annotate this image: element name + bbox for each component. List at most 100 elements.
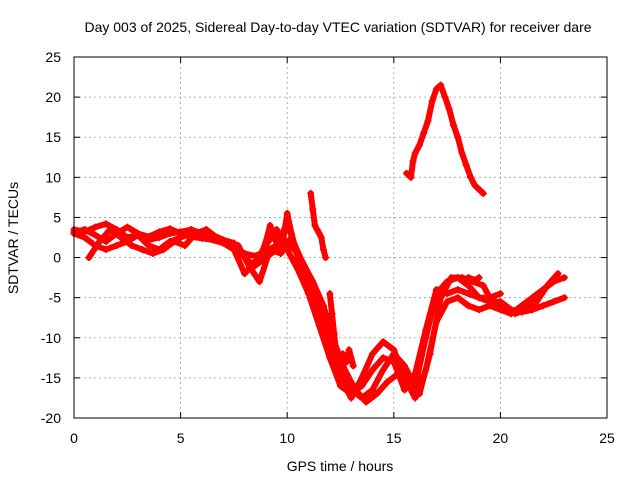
data-point — [192, 229, 200, 237]
data-point — [96, 238, 104, 246]
data-point — [275, 246, 283, 254]
data-point — [432, 286, 440, 294]
data-point — [202, 225, 210, 233]
data-point — [330, 330, 338, 338]
data-series — [70, 81, 568, 406]
data-point — [294, 266, 302, 274]
data-point — [134, 229, 142, 237]
data-point — [475, 306, 483, 314]
data-point — [368, 386, 376, 394]
y-tick-label: -10 — [41, 330, 61, 346]
data-point — [309, 278, 317, 286]
data-point — [317, 234, 325, 241]
series-track-d — [85, 225, 562, 406]
data-point — [400, 386, 408, 394]
data-point — [443, 298, 451, 306]
series-track-b — [70, 217, 568, 402]
data-point — [415, 141, 423, 149]
y-tick-label: 25 — [45, 49, 61, 65]
data-point — [411, 394, 419, 402]
data-point — [424, 117, 432, 125]
data-point — [420, 129, 428, 137]
y-tick-label: -5 — [49, 290, 62, 306]
data-point — [305, 290, 313, 298]
data-point — [149, 250, 157, 258]
data-point — [390, 346, 398, 354]
data-point — [287, 229, 295, 237]
series-track-i — [403, 81, 487, 197]
data-point — [213, 234, 221, 241]
data-point — [181, 242, 189, 250]
data-point — [345, 346, 353, 354]
data-point — [347, 354, 355, 362]
data-point — [138, 246, 146, 254]
data-point — [283, 209, 291, 217]
data-point — [326, 290, 334, 298]
data-point — [405, 382, 413, 390]
data-point — [177, 229, 185, 237]
data-point — [543, 282, 551, 290]
data-point — [437, 294, 445, 302]
data-point — [533, 298, 541, 306]
data-point — [102, 238, 110, 246]
data-point — [373, 390, 381, 398]
y-tick-label: -15 — [41, 370, 61, 386]
data-point — [337, 382, 344, 390]
data-point — [106, 225, 114, 233]
x-tick-label: 10 — [279, 430, 295, 446]
data-point — [390, 358, 398, 366]
data-point — [123, 223, 131, 231]
data-point — [411, 149, 419, 157]
series-track-g — [326, 290, 340, 358]
data-point — [234, 242, 242, 250]
data-point — [550, 298, 558, 306]
series-track-f — [307, 189, 330, 262]
data-point — [475, 294, 483, 302]
data-point — [296, 254, 304, 262]
data-point — [85, 254, 93, 262]
series-track-h — [339, 346, 357, 370]
data-point — [437, 81, 445, 89]
data-point — [462, 161, 470, 169]
data-point — [332, 350, 340, 358]
data-point — [145, 242, 153, 250]
data-point — [319, 302, 327, 310]
data-point — [379, 366, 387, 374]
data-point — [255, 278, 263, 286]
data-point — [409, 157, 417, 165]
x-axis-title: GPS time / hours — [287, 458, 394, 474]
data-point — [253, 254, 261, 262]
data-point — [313, 225, 321, 233]
data-point — [266, 221, 274, 229]
data-point — [479, 282, 487, 290]
data-point — [102, 220, 110, 228]
data-point — [454, 133, 462, 141]
data-point — [428, 97, 436, 105]
data-point — [113, 242, 121, 250]
data-point — [560, 294, 568, 302]
data-point — [145, 233, 153, 241]
data-point — [445, 105, 453, 113]
data-point — [368, 366, 376, 374]
data-point — [379, 354, 387, 362]
data-point — [258, 250, 266, 258]
x-tick-label: 20 — [493, 430, 509, 446]
data-point — [415, 390, 423, 398]
data-point — [458, 149, 466, 157]
data-point — [464, 290, 472, 298]
data-point — [91, 231, 99, 239]
data-point — [422, 326, 430, 334]
x-tick-label: 5 — [177, 430, 185, 446]
data-point — [341, 366, 349, 374]
data-point — [528, 294, 536, 302]
data-point — [245, 262, 253, 270]
series-line — [71, 218, 568, 401]
data-point — [475, 274, 483, 282]
data-point — [270, 234, 278, 241]
data-point — [81, 234, 89, 241]
y-axis-ticks: -20 -15 -10 -5 0 5 10 15 20 25 — [41, 49, 607, 426]
data-point — [471, 276, 479, 284]
data-point — [170, 238, 178, 246]
y-axis-title: SDTVAR / TECUs — [5, 182, 21, 294]
data-point — [394, 370, 402, 378]
